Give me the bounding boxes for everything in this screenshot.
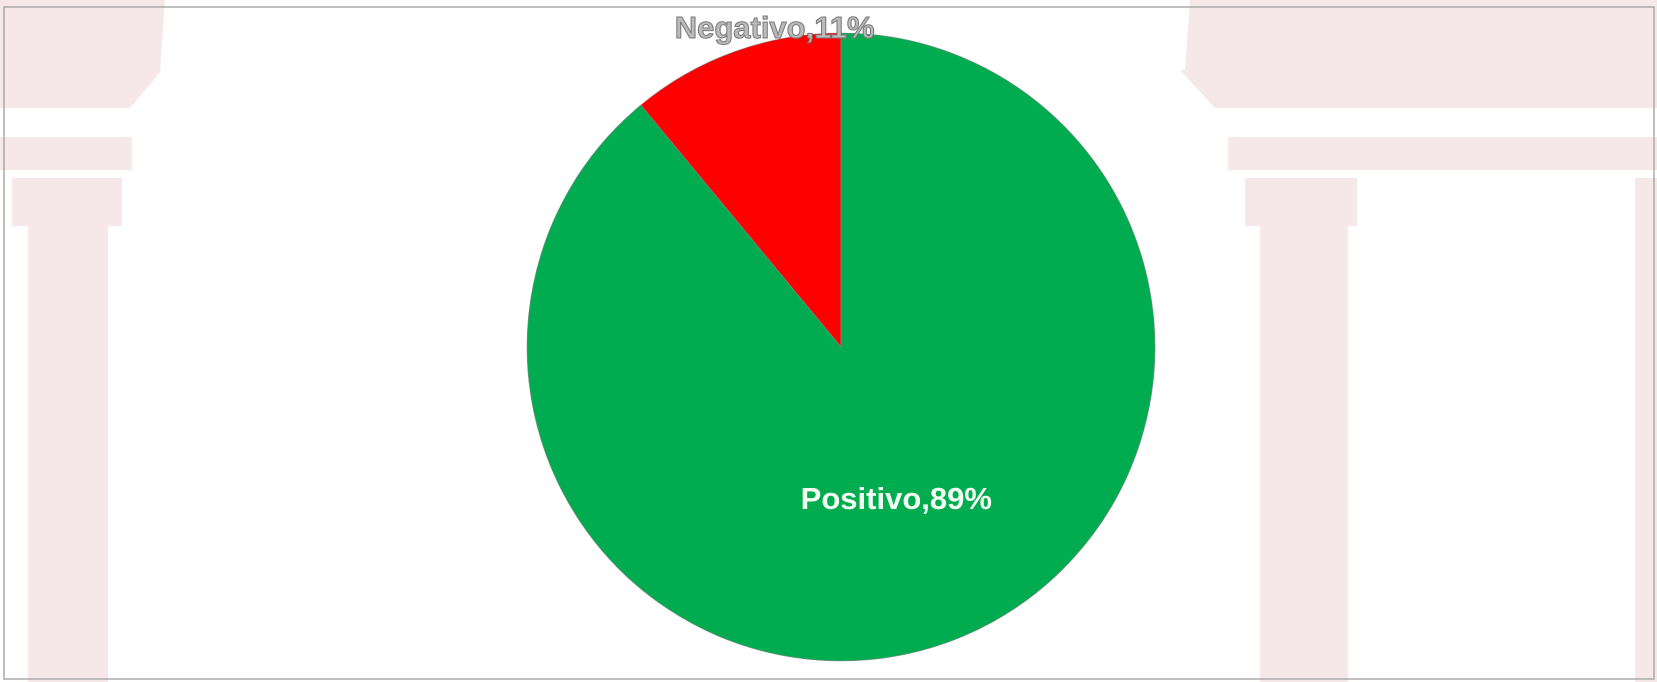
data-label: Negativo,11% <box>675 10 875 45</box>
pie-slice <box>526 32 1156 662</box>
slices <box>526 32 1156 662</box>
pie-slice <box>640 32 842 348</box>
data-label: Positivo,89% <box>801 481 992 516</box>
labels: Negativo,11% Positivo,89% <box>674 10 992 516</box>
chart-border <box>3 6 1655 680</box>
